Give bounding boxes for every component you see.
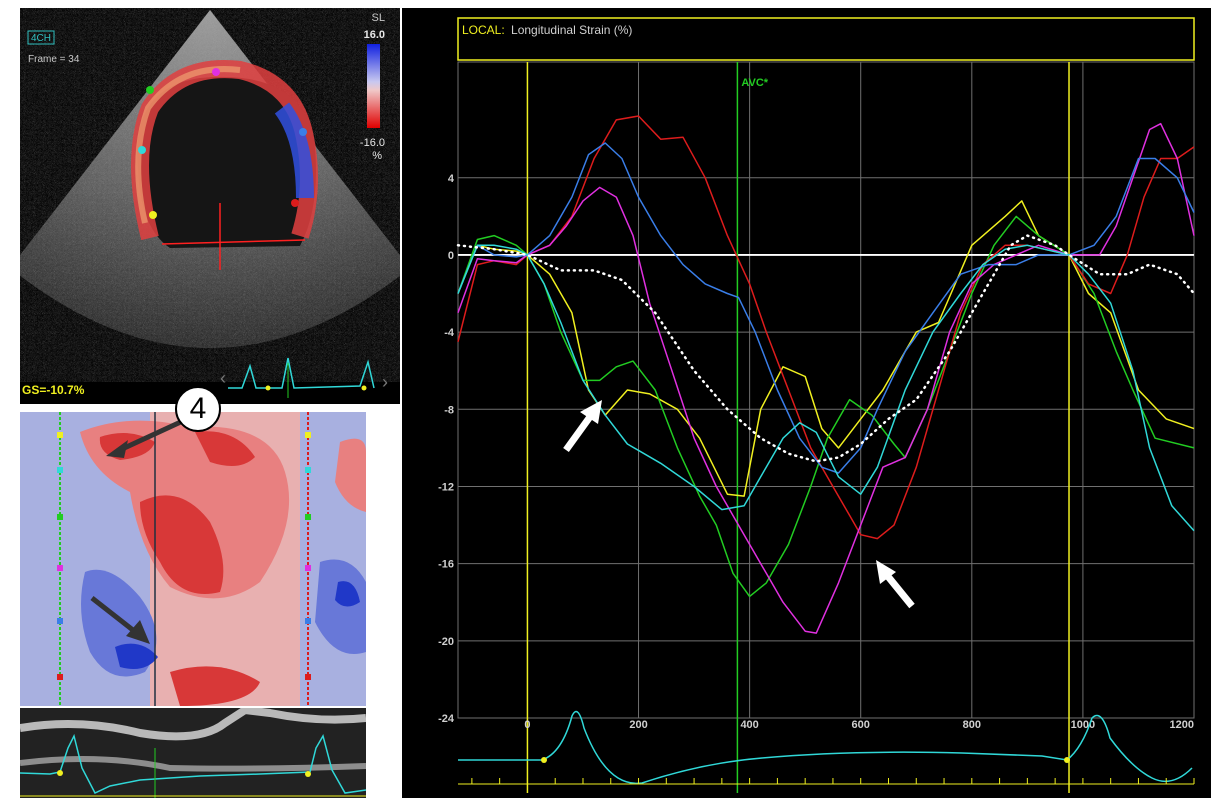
series-line-3 [457,115,1195,540]
chart-title-box [457,17,1195,61]
frame-label: Frame = 34 [28,54,80,65]
echo-image: 4CH Frame = 34 SL 16.0 -16.0 % GS=-10.7%… [20,10,400,398]
x-tick-label: 800 [963,719,981,731]
x-tick-label: 0 [524,719,530,731]
white-arrow-2 [876,560,915,609]
series-line-4 [457,122,1195,634]
x-tick-label: 200 [629,719,647,731]
scale-min: -16.0 [360,137,385,149]
bottom-ecg-trace [458,710,1195,785]
scale-max: 16.0 [364,29,385,41]
chart-title-text: Longitudinal Strain (%) [511,23,632,37]
m-mode-panel [20,708,366,798]
next-beat-icon[interactable]: › [382,372,388,392]
arrow-icon [106,440,128,458]
y-tick-label: -16 [438,559,454,571]
arrow-icon [126,620,150,644]
mitral-annulus-line [161,239,306,245]
strain-chart: LOCAL: Longitudinal Strain (%) 0 200 400 60… [438,17,1196,793]
strain-color-scale [367,44,380,128]
mini-ecg-trace [228,357,375,389]
arrow-icon [876,560,896,584]
scale-title: SL [372,12,385,24]
strain-chart-panel: LOCAL: Longitudinal Strain (%) 0 200 400 60… [402,8,1211,798]
echo-image-panel: 4CH Frame = 34 SL 16.0 -16.0 % GS=-10.7%… [20,8,400,404]
y-tick-label: -24 [438,713,455,725]
annotation-circle: 4 [175,386,221,432]
y-tick-label: -12 [438,481,454,493]
y-tick-label: -8 [444,404,454,416]
y-tick-label: 0 [448,250,454,262]
m-mode-trace [20,708,366,798]
series-line-2 [457,215,1195,598]
strain-map-panel [20,412,366,706]
series-line-5 [457,142,1195,474]
chart-title-prefix: LOCAL: [462,23,505,37]
y-tick-label: -4 [444,327,455,339]
white-arrow-1 [563,400,602,453]
annotation-number: 4 [189,392,207,425]
x-tick-label: 1200 [1170,719,1194,731]
y-tick-label: -20 [438,636,454,648]
chart-title: LOCAL: Longitudinal Strain (%) [462,23,632,37]
left-ventricle-cavity [137,76,316,248]
x-tick-label: 600 [852,719,870,731]
series-line-6 [457,244,1195,532]
x-tick-label: 400 [740,719,758,731]
view-label: 4CH [31,33,51,44]
y-tick-label: 4 [448,173,455,185]
global-strain-value: GS=-10.7% [22,383,85,397]
series-line-average [456,234,1196,463]
avc-label: AVC* [741,77,768,89]
plot-frame [457,61,1195,719]
prev-beat-icon[interactable]: ‹ [220,368,226,388]
scale-unit: % [372,150,382,162]
strain-color-map [20,412,366,706]
arrow-icon [580,400,602,424]
